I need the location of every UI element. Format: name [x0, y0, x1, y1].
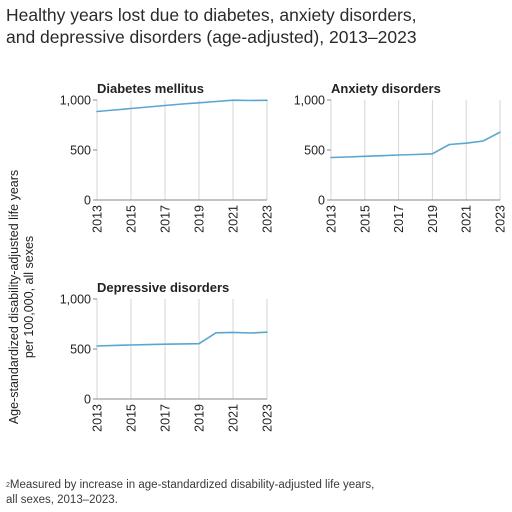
x-tick-label: 2023: [494, 205, 508, 233]
x-tick-label: 2017: [159, 205, 173, 233]
x-tick-label: 2019: [193, 205, 207, 233]
series-line: [96, 99, 268, 113]
x-tick-label: 2019: [426, 205, 440, 233]
y-tick-label: 500: [70, 343, 91, 357]
y-tick-label: 0: [84, 393, 91, 407]
footnote-line-2: all sexes, 2013–2023.: [6, 494, 118, 506]
y-tick-label: 1,000: [60, 94, 91, 108]
x-tick-label: 2019: [193, 404, 207, 432]
series-line: [96, 331, 268, 347]
y-tick-label: 500: [70, 144, 91, 158]
footnote-text-1: Measured by increase in age-standardized…: [9, 479, 375, 491]
series-line: [330, 131, 501, 159]
x-tick-label: 2021: [460, 205, 474, 233]
panel-title: Depressive disorders: [97, 280, 229, 295]
chart-panel-1: Diabetes mellitus 0 500 1,000 2013 2015 2017 20…: [60, 81, 275, 233]
y-axis-label: Age-standardized disability-adjusted lif…: [7, 170, 36, 424]
chart-title-line-2: and depressive disorders (age-adjusted),…: [6, 27, 417, 47]
footnote-line-1: 2Measured by increase in age-standardize…: [6, 478, 506, 493]
chart-title-line-1: Healthy years lost due to diabetes, anxi…: [6, 5, 417, 25]
x-tick-label: 2023: [261, 205, 275, 233]
x-tick-label: 2021: [227, 404, 241, 432]
x-tick-label: 2015: [358, 205, 372, 233]
y-tick-label: 0: [318, 194, 325, 208]
x-tick-label: 2013: [91, 205, 105, 233]
x-tick-label: 2023: [261, 404, 275, 432]
x-tick-label: 2017: [392, 205, 406, 233]
footnote: 2Measured by increase in age-standardize…: [6, 478, 506, 508]
x-tick-label: 2013: [91, 404, 105, 432]
panel-title: Diabetes mellitus: [97, 81, 204, 96]
y-tick-label: 1,000: [60, 293, 91, 307]
footnote-marker: 2: [6, 482, 10, 489]
y-tick-label: 500: [304, 144, 325, 158]
chart-panels: Diabetes mellitus 0 500 1,000 2013 2015 2017 20…: [60, 81, 508, 432]
x-tick-label: 2021: [227, 205, 241, 233]
x-tick-label: 2017: [159, 404, 173, 432]
y-tick-label: 0: [84, 194, 91, 208]
y-tick-label: 1,000: [294, 94, 325, 108]
y-axis-label-line-2: per 100,000, all sexes: [22, 236, 36, 358]
x-tick-label: 2015: [125, 205, 139, 233]
x-tick-label: 2013: [325, 205, 339, 233]
y-axis-label-line-1: Age-standardized disability-adjusted lif…: [7, 170, 21, 424]
chart-panel-3: Depressive disorders 0 500 1,000 2013 2015 201…: [60, 280, 275, 432]
x-tick-label: 2015: [125, 404, 139, 432]
panel-title: Anxiety disorders: [331, 81, 441, 96]
chart-panel-2: Anxiety disorders 0 500 1,000 2013 2015 2017 20…: [294, 81, 508, 233]
chart-title: Healthy years lost due to diabetes, anxi…: [6, 4, 506, 48]
